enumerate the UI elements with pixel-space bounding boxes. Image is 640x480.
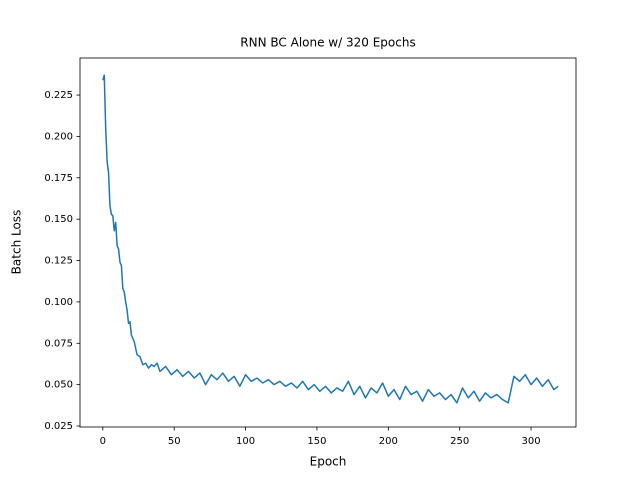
y-tick-label: 0.175 xyxy=(44,173,73,184)
y-tick-label: 0.025 xyxy=(44,421,73,432)
x-tick-label: 0 xyxy=(100,436,106,447)
y-axis-label: Batch Loss xyxy=(10,210,24,275)
plot-frame xyxy=(79,57,577,428)
y-tick-label: 0.075 xyxy=(44,338,73,349)
x-tick-label: 100 xyxy=(236,436,255,447)
y-tick-label: 0.100 xyxy=(44,297,73,308)
y-tick-label: 0.125 xyxy=(44,256,73,267)
x-tick-label: 200 xyxy=(379,436,398,447)
y-tick-label: 0.225 xyxy=(44,90,73,101)
x-tick-label: 300 xyxy=(521,436,540,447)
y-tick-label: 0.150 xyxy=(44,214,73,225)
x-axis-label: Epoch xyxy=(310,455,347,469)
data-line xyxy=(102,74,559,404)
chart-title: RNN BC Alone w/ 320 Epochs xyxy=(240,36,415,50)
x-tick-label: 150 xyxy=(307,436,326,447)
x-tick-label: 250 xyxy=(450,436,469,447)
y-tick-label: 0.200 xyxy=(44,131,73,142)
x-tick-label: 50 xyxy=(168,436,181,447)
y-tick-label: 0.050 xyxy=(44,380,73,391)
